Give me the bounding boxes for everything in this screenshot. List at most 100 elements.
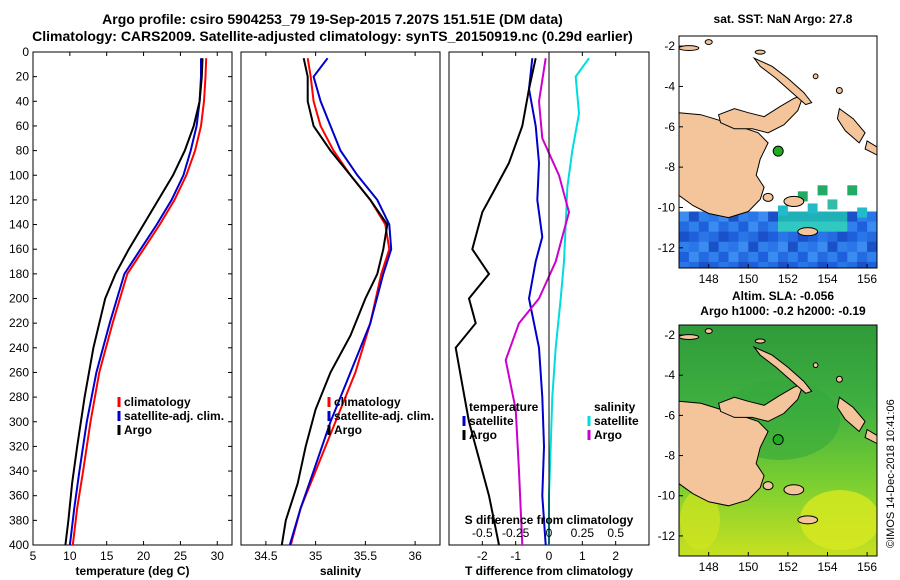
sst-cell xyxy=(837,221,848,233)
legend-entry: climatology xyxy=(334,395,401,409)
x-tick-label: 156 xyxy=(857,560,877,574)
series-line xyxy=(289,58,391,546)
sst-cell xyxy=(679,261,690,268)
sst-cell xyxy=(847,261,858,268)
sst-cell xyxy=(778,231,789,243)
figure-title-line2: Climatology: CARS2009. Satellite-adjuste… xyxy=(32,28,633,44)
y-tick-label: 160 xyxy=(9,242,29,256)
y-tick-label: -8 xyxy=(664,160,675,174)
x-tick-label: 1 xyxy=(579,549,586,563)
sst-cell xyxy=(738,221,749,233)
sst-cell xyxy=(807,231,819,243)
sst-cell xyxy=(698,211,710,223)
upper-x-tick-label: -0.25 xyxy=(502,526,530,540)
sst-cell xyxy=(688,251,700,263)
sst-cell xyxy=(728,251,739,263)
sst-cell xyxy=(679,211,690,223)
x-tick-label: 150 xyxy=(738,560,758,574)
legend-entry: Argo xyxy=(594,428,622,442)
island xyxy=(797,515,819,525)
sst-cell xyxy=(827,251,838,263)
upper-x-tick-label: 0 xyxy=(546,526,553,540)
y-tick-label: -2 xyxy=(664,39,675,53)
map-title: sat. SST: NaN Argo: 27.8 xyxy=(714,12,853,26)
sst-cell xyxy=(768,231,779,243)
x-tick-label: 154 xyxy=(817,560,837,574)
x-tick-label: 15 xyxy=(100,549,114,563)
sst-cell xyxy=(748,241,759,253)
map-content xyxy=(679,325,877,556)
sst-cell xyxy=(797,231,809,243)
x-tick-label: 10 xyxy=(63,549,77,563)
series-line xyxy=(288,57,393,546)
sst-cell xyxy=(708,221,720,233)
y-tick-label: 360 xyxy=(9,489,29,503)
sst-cell xyxy=(837,231,848,243)
island xyxy=(754,338,766,344)
x-tick-label: 148 xyxy=(699,272,719,286)
sst-cell xyxy=(758,221,769,233)
y-tick-label: 0 xyxy=(22,45,29,59)
sst-cell xyxy=(688,221,700,233)
sst-cell xyxy=(768,261,779,268)
y-tick-label: 80 xyxy=(16,144,30,158)
sst-cell xyxy=(857,231,868,243)
map-content xyxy=(679,36,877,268)
land-polygon xyxy=(864,140,877,156)
island xyxy=(704,39,713,45)
sst-cell xyxy=(867,241,877,253)
y-tick-label: 60 xyxy=(16,119,30,133)
sst-cell xyxy=(827,199,838,210)
legend-entry: temperature xyxy=(469,400,539,414)
sst-cell xyxy=(827,261,838,268)
sst-cell xyxy=(857,207,868,218)
sst-cell xyxy=(768,221,779,233)
y-tick-label: 220 xyxy=(9,316,29,330)
land-polygon xyxy=(752,345,813,394)
x-tick-label: 34.5 xyxy=(254,549,278,563)
sst-cell xyxy=(807,221,819,233)
y-tick-label: 180 xyxy=(9,267,29,281)
y-tick-label: -10 xyxy=(658,200,676,214)
sst-cell xyxy=(738,251,749,263)
sst-cell xyxy=(679,221,690,233)
x-axis-label: temperature (deg C) xyxy=(75,564,189,578)
y-tick-label: -10 xyxy=(658,489,676,503)
sst-cell xyxy=(837,211,848,223)
plot-frame xyxy=(32,51,233,546)
upper-x-axis-label: S difference from climatology xyxy=(465,513,634,527)
y-tick-label: 100 xyxy=(9,168,29,182)
sst-cell xyxy=(698,261,710,268)
sst-cell xyxy=(778,251,789,263)
sst-cell xyxy=(718,251,729,263)
sst-cell xyxy=(797,191,808,202)
sst-cell xyxy=(778,241,789,253)
sst-cell xyxy=(787,261,799,268)
sst-cell xyxy=(787,221,799,233)
sst-cell xyxy=(679,241,690,253)
sst-cell xyxy=(797,241,809,253)
sst-cell xyxy=(698,231,710,243)
sst-cell xyxy=(817,185,828,196)
island xyxy=(835,86,843,94)
sst-cell xyxy=(847,221,858,233)
sst-cell xyxy=(787,231,799,243)
sst-cell xyxy=(738,241,749,253)
sst-cell xyxy=(708,231,720,243)
sst-cell xyxy=(768,251,779,263)
legend-entry: Argo xyxy=(334,423,362,437)
legend-entry: satellite-adj. clim. xyxy=(334,409,434,423)
sst-cell xyxy=(738,231,749,243)
sst-cell xyxy=(758,211,769,223)
land-polygon xyxy=(718,382,805,422)
island xyxy=(783,484,805,496)
sst-cell xyxy=(797,261,809,268)
sst-cell xyxy=(817,211,828,223)
island xyxy=(704,328,713,334)
legend-entry: salinity xyxy=(594,400,636,414)
y-tick-label: 140 xyxy=(9,218,29,232)
island xyxy=(835,375,843,383)
island xyxy=(754,49,766,55)
y-tick-label: -6 xyxy=(664,120,675,134)
